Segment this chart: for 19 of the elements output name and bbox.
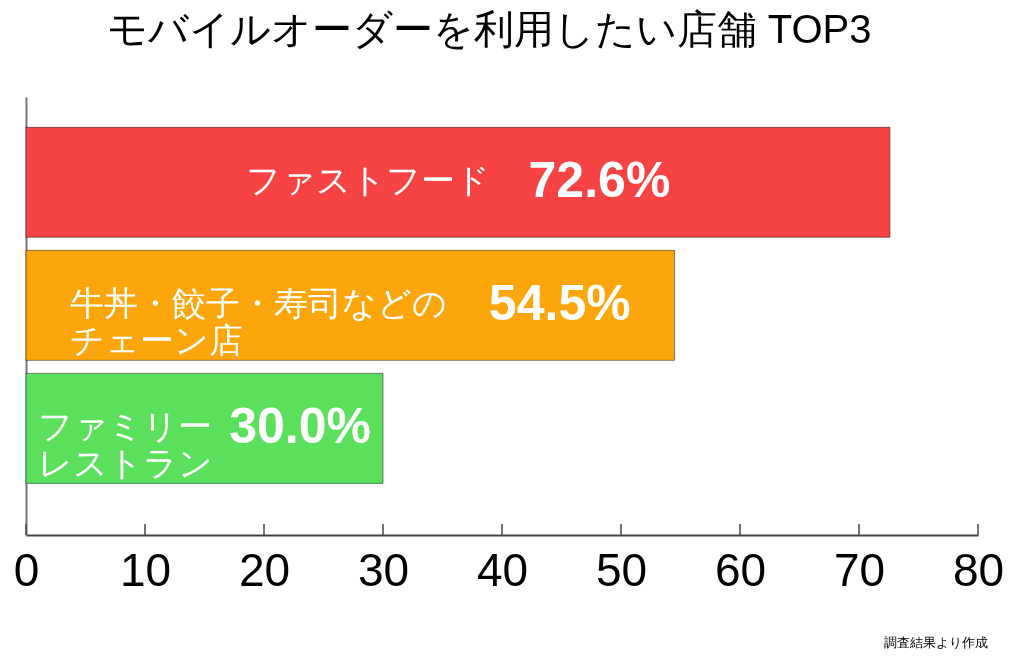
data-label: 54.5% (488, 275, 631, 332)
y-tick-label: ファストフード (245, 161, 490, 200)
data-label: 72.6% (528, 152, 671, 209)
x-tick-label: 0 (13, 543, 40, 596)
x-tick-label: 80 (952, 543, 1005, 596)
y-tick-label: ファミリーレストラン (38, 407, 213, 483)
chart-title: モバイルオーダーを利用したい店舗 TOP3 (106, 7, 872, 51)
x-tick-label: 30 (357, 543, 410, 596)
x-tick-label: 40 (476, 543, 529, 596)
x-tick-label: 50 (595, 543, 648, 596)
x-tick-label: 70 (833, 543, 886, 596)
data-label: 30.0% (229, 398, 371, 455)
text: 調査結果より作成 (884, 635, 988, 650)
x-tick-label: 10 (119, 543, 172, 596)
bar (25, 126, 891, 238)
bar (25, 249, 676, 361)
x-tick-label: 20 (238, 543, 291, 596)
x-tick-label: 60 (714, 543, 767, 596)
y-tick-label: 牛丼・餃子・寿司などのチェーン店 (69, 284, 447, 360)
